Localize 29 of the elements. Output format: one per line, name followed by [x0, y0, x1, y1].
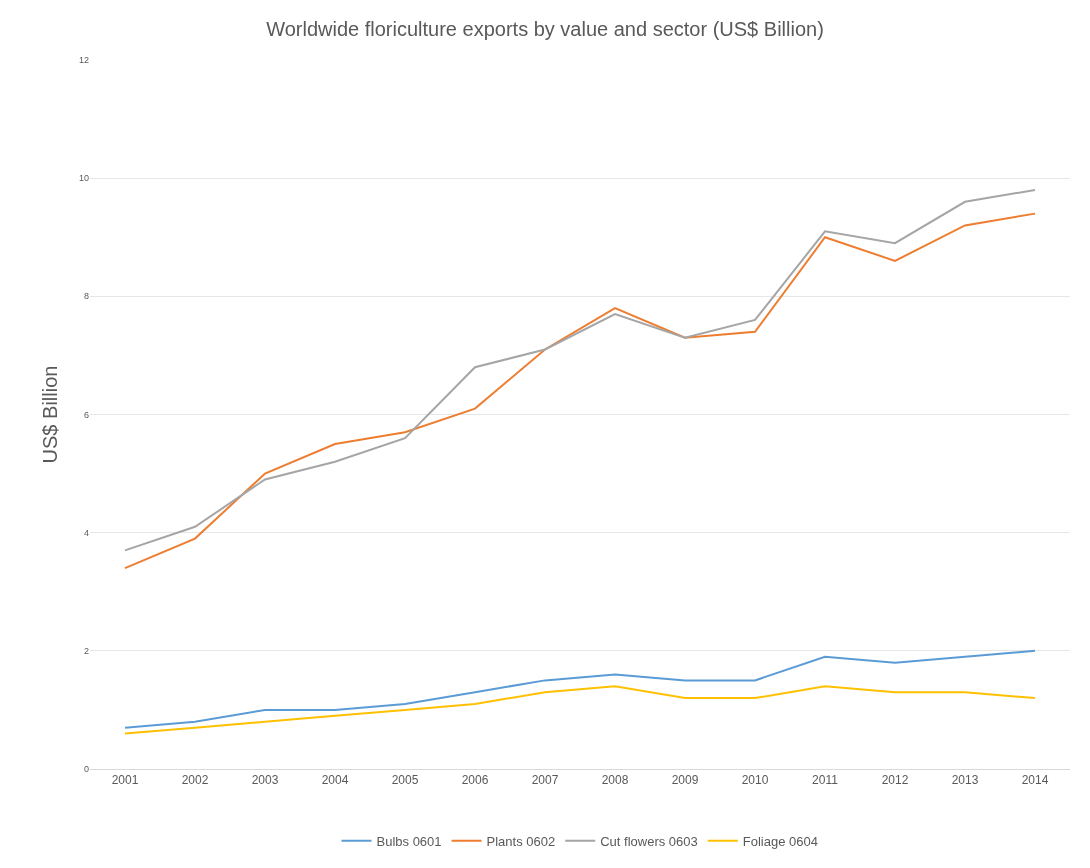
y-tick-label: 8	[83, 291, 89, 302]
y-tick-label: 0	[83, 764, 89, 775]
y-tick-label: 12	[78, 55, 89, 66]
x-tick-label: 2004	[321, 773, 349, 788]
x-tick-label: 2006	[461, 773, 489, 788]
y-axis-title: US$ Billion	[39, 365, 62, 464]
x-tick-label: 2007	[531, 773, 559, 788]
line-series	[124, 649, 1036, 729]
x-tick-label: 2009	[671, 773, 699, 788]
x-tick-label: 2010	[741, 773, 769, 788]
x-tick-label: 2008	[601, 773, 629, 788]
x-tick-label: 2005	[391, 773, 419, 788]
x-tick-label: 2001	[111, 773, 139, 788]
y-tick-label: 4	[83, 527, 89, 538]
legend-label: Cut flowers 0603	[600, 833, 698, 849]
x-tick-label: 2003	[251, 773, 279, 788]
y-tick-label: 2	[83, 645, 89, 656]
legend-label: Foliage 0604	[742, 833, 818, 849]
y-tick-label: 10	[78, 173, 89, 184]
x-tick-label: 2011	[812, 773, 839, 788]
x-tick-label: 2002	[181, 773, 209, 788]
line-series	[124, 685, 1036, 735]
y-tick-label: 6	[83, 409, 89, 420]
legend-label: Bulbs 0601	[376, 833, 442, 849]
x-tick-label: 2012	[881, 773, 909, 788]
x-tick-label: 2014	[1021, 773, 1049, 788]
legend-label: Plants 0602	[486, 833, 556, 849]
chart-title: Worldwide floriculture exports by value and sector (US$ Billion)	[266, 17, 824, 40]
x-tick-label: 2013	[951, 773, 979, 788]
